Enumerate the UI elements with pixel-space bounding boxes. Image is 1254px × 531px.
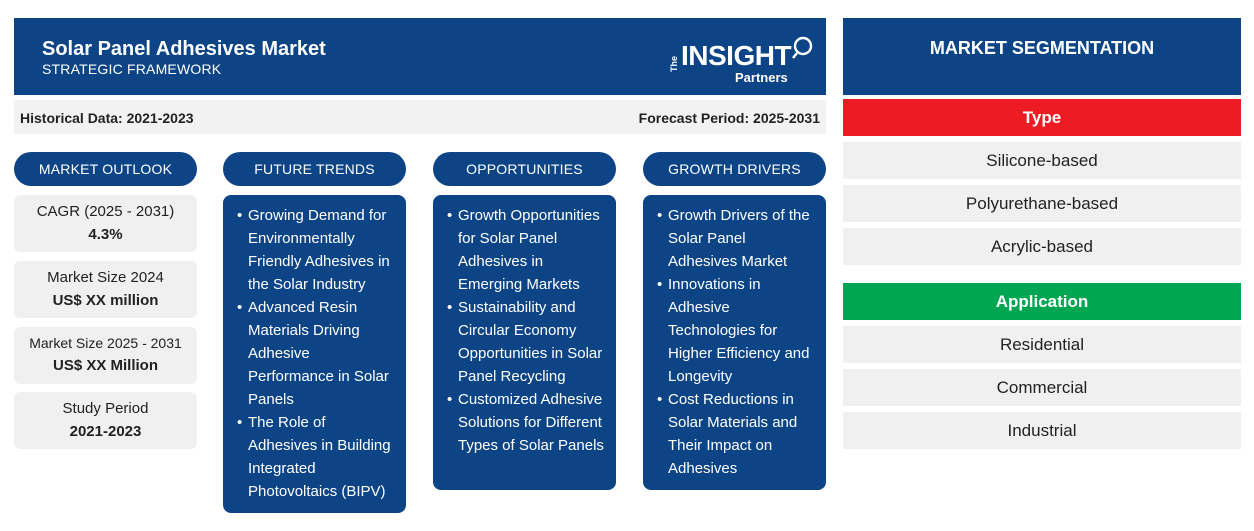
header-banner: Solar Panel Adhesives Market STRATEGIC F…: [14, 18, 826, 95]
segment-item-silicone: Silicone-based: [843, 142, 1241, 179]
segment-item-residential: Residential: [843, 326, 1241, 363]
stat-cagr: CAGR (2025 - 2031) 4.3%: [14, 195, 197, 252]
stat-value: US$ XX Million: [52, 357, 158, 374]
list-item: Cost Reductions in Solar Materials and T…: [657, 388, 818, 480]
list-item: Sustainability and Circular Economy Oppo…: [447, 296, 608, 388]
future-trends-heading: FUTURE TRENDS: [223, 152, 406, 186]
list-item: Growth Drivers of the Solar Panel Adhesi…: [657, 204, 818, 273]
growth-drivers-list: Growth Drivers of the Solar Panel Adhesi…: [643, 195, 826, 490]
stat-market-size-forecast: Market Size 2025 - 2031 US$ XX Million: [14, 327, 197, 384]
segment-item-polyurethane: Polyurethane-based: [843, 185, 1241, 222]
segment-item-industrial: Industrial: [843, 412, 1241, 449]
page-subtitle: STRATEGIC FRAMEWORK: [42, 61, 222, 77]
opportunities-heading: OPPORTUNITIES: [433, 152, 616, 186]
opportunities-list: Growth Opportunities for Solar Panel Adh…: [433, 195, 616, 490]
logo-the-text: The: [669, 55, 679, 72]
stat-label: Market Size 2025 - 2031: [29, 335, 182, 351]
list-item: Innovations in Adhesive Technologies for…: [657, 273, 818, 388]
stat-value: 2021-2023: [69, 423, 142, 440]
historical-data-label: Historical Data: 2021-2023: [20, 110, 194, 126]
segment-item-acrylic: Acrylic-based: [843, 228, 1241, 265]
segment-item-commercial: Commercial: [843, 369, 1241, 406]
future-trends-list: Growing Demand for Environmentally Frien…: [223, 195, 406, 513]
list-item: The Role of Adhesives in Building Integr…: [237, 411, 398, 503]
stat-label: Study Period: [62, 400, 149, 417]
stat-value: US$ XX million: [52, 292, 159, 309]
list-item: Growing Demand for Environmentally Frien…: [237, 204, 398, 296]
stat-label: Market Size 2024: [47, 269, 164, 286]
growth-drivers-heading: GROWTH DRIVERS: [643, 152, 826, 186]
list-item: Growth Opportunities for Solar Panel Adh…: [447, 204, 608, 296]
logo-insight-text: INSIGHT: [681, 40, 792, 71]
list-item: Customized Adhesive Solutions for Differ…: [447, 388, 608, 457]
page-title: Solar Panel Adhesives Market: [42, 38, 326, 60]
forecast-period-label: Forecast Period: 2025-2031: [638, 110, 820, 126]
market-segmentation-title: MARKET SEGMENTATION: [843, 18, 1241, 95]
stat-market-size-2024: Market Size 2024 US$ XX million: [14, 261, 197, 318]
period-bar: Historical Data: 2021-2023 Forecast Peri…: [14, 100, 826, 134]
lightbulb-icon: [792, 36, 813, 59]
segment-type-heading: Type: [843, 99, 1241, 136]
stat-value: 4.3%: [88, 226, 123, 243]
insight-partners-logo: The INSIGHT Partners: [669, 30, 819, 90]
stat-label: CAGR (2025 - 2031): [36, 203, 175, 220]
list-item: Advanced Resin Materials Driving Adhesiv…: [237, 296, 398, 411]
logo-partners-text: Partners: [735, 70, 788, 85]
segment-application-heading: Application: [843, 283, 1241, 320]
stat-study-period: Study Period 2021-2023: [14, 392, 197, 449]
market-outlook-heading: MARKET OUTLOOK: [14, 152, 197, 186]
